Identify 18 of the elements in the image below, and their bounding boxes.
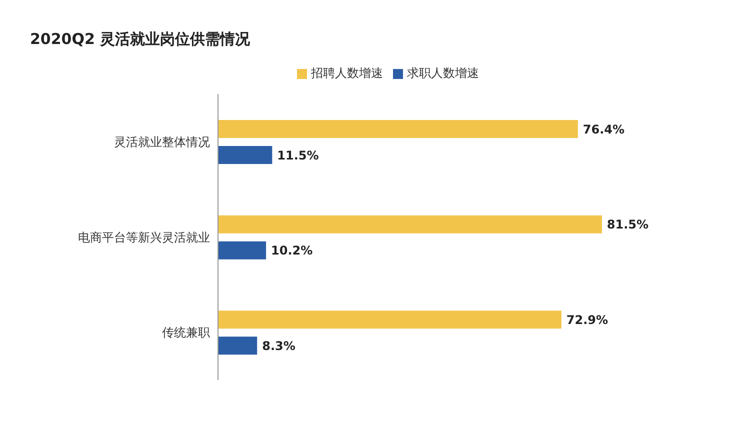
data-label: 8.3% bbox=[262, 338, 296, 353]
bar bbox=[218, 336, 258, 355]
data-label: 72.9% bbox=[566, 312, 608, 327]
bar bbox=[218, 310, 562, 329]
chart-title: 2020Q2 灵活就业岗位供需情况 bbox=[29, 29, 252, 50]
data-label: 10.2% bbox=[271, 244, 313, 258]
bar bbox=[218, 241, 266, 260]
y-tick-label: 灵活就业整体情况 bbox=[114, 134, 210, 149]
bar bbox=[218, 120, 578, 138]
data-label: 81.5% bbox=[606, 218, 649, 232]
legend-label: 求职人数增速 bbox=[407, 66, 479, 80]
legend-label: 招聘人数增速 bbox=[311, 66, 383, 80]
data-label: 76.4% bbox=[582, 122, 625, 136]
bar bbox=[218, 146, 272, 164]
bar bbox=[218, 215, 602, 234]
data-label: 11.5% bbox=[277, 148, 319, 162]
y-tick-label: 电商平台等新兴灵活就业 bbox=[78, 230, 210, 244]
y-tick-label: 传统兼职 bbox=[162, 326, 210, 340]
